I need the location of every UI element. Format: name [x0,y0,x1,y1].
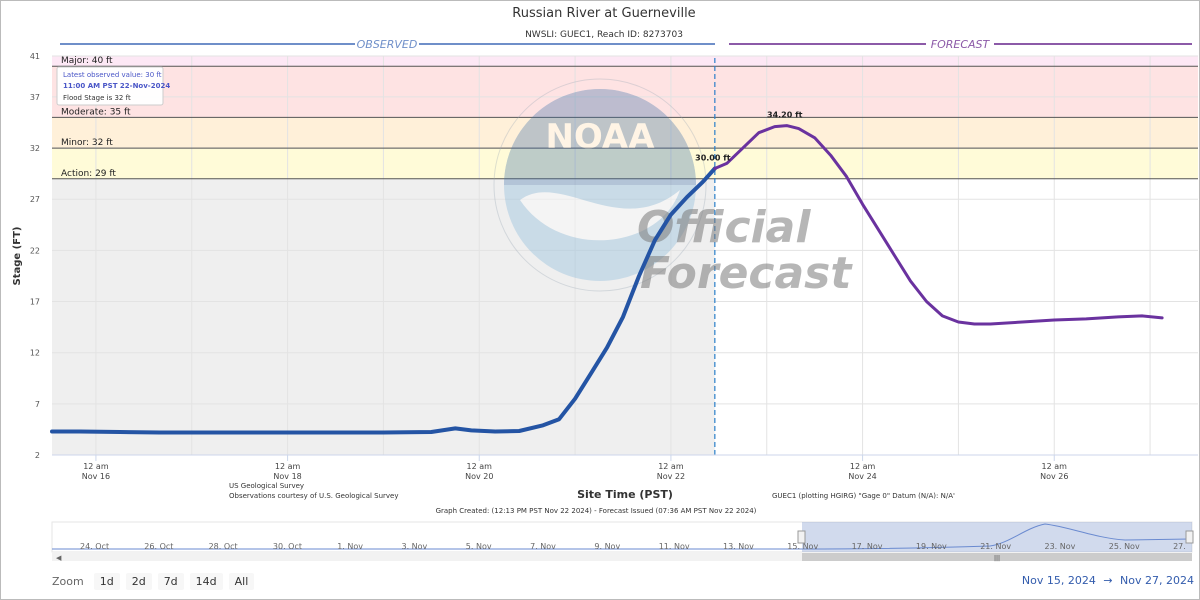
source-courtesy: Observations courtesy of U.S. Geological… [229,492,399,500]
navigator-selected-range[interactable] [802,522,1192,552]
navigator-date-label: 9. Nov [594,542,620,551]
navigator-date-label: 11. Nov [659,542,690,551]
navigator-labels: 24. Oct 26. Oct 28. Oct 30. Oct 1. Nov 3. Nov… [80,542,1186,551]
y-tick-label: 41 [30,52,40,61]
date-range-readout: Nov 15, 2024 → Nov 27, 2024 [1020,574,1196,587]
peak-data-label: 34.20 ft [767,111,803,120]
minor-band [52,117,1198,149]
navigator-date-label: 15. Nov [787,542,818,551]
navigator-date-label: 7. Nov [530,542,556,551]
scrollbar-left-arrow[interactable]: ◀ [56,554,62,562]
x-tick-label-date: Nov 18 [273,472,301,481]
range-to[interactable]: Nov 27, 2024 [1120,574,1194,587]
y-tick-label: 37 [30,93,40,102]
forecast-header-label: FORECAST [931,38,991,51]
datum-note: GUEC1 (plotting HGIRG) "Gage 0" Datum (N… [772,492,955,500]
navigator-date-label: 26. Oct [144,542,173,551]
y-tick-label: 12 [30,349,40,358]
observed-header-label: OBSERVED [357,38,418,51]
y-tick-label: 22 [30,246,40,255]
y-tick-label: 17 [30,298,40,307]
x-tick-label-date: Nov 26 [1040,472,1068,481]
x-tick-label-date: Nov 24 [848,472,876,481]
y-tick-label: 7 [35,400,40,409]
y-tick-label: 32 [30,144,40,153]
x-tick-label-time: 12 am [1042,462,1068,471]
navigator-date-label: 17. Nov [852,542,883,551]
scrollbar-grip: ||| [994,555,1000,562]
chart-subtitle: NWSLI: GUEC1, Reach ID: 8273703 [525,30,683,40]
action-band [52,148,1198,179]
range-from[interactable]: Nov 15, 2024 [1021,574,1096,587]
noaa-watermark: NOAA [493,78,707,292]
x-tick-label-time: 12 am [467,462,493,471]
navigator-scrollbar-thumb[interactable] [802,553,1192,561]
threshold-label: Major: 40 ft [61,56,113,66]
observed-series-line [50,166,717,435]
navigator-date-label: 27. [1173,542,1186,551]
navigator-date-label: 19. Nov [916,542,947,551]
navigator-handle-left[interactable] [797,530,806,544]
x-tick-label-date: Nov 22 [657,472,685,481]
navigator-scrollbar-track[interactable] [52,553,1192,561]
watermark-official: Official [637,202,811,253]
observed-header-bg [355,38,419,50]
series-layer [50,124,1164,435]
threshold-label: Moderate: 35 ft [61,107,131,117]
x-tick-label-time: 12 am [850,462,876,471]
zoom-controls: Zoom 1d 2d 7d 14d All [52,572,255,590]
tooltip-time: 11:00 AM PST 22-Nov-2024 [63,82,170,90]
source-usgs: US Geological Survey [229,482,304,490]
navigator-date-label: 23. Nov [1045,542,1076,551]
navigator-date-label: 1. Nov [337,542,363,551]
zoom-1d-button[interactable]: 1d [93,572,120,590]
x-tick-label-time: 12 am [658,462,684,471]
threshold-label: Action: 29 ft [61,169,116,179]
navigator-date-label: 13. Nov [723,542,754,551]
peak-data-label: 30.00 ft [695,154,731,163]
forecast-series-line [713,124,1164,326]
threshold-label: Minor: 32 ft [61,138,113,148]
zoom-all-button[interactable]: All [228,572,255,590]
range-arrow: → [1103,574,1113,587]
x-tick-label-time: 12 am [275,462,301,471]
navigator-date-label: 30. Oct [273,542,302,551]
grid-lines [52,55,1198,456]
zoom-14d-button[interactable]: 14d [189,572,223,590]
zoom-7d-button[interactable]: 7d [157,572,184,590]
moderate-band [52,66,1198,118]
latest-value-tooltip: Latest observed value: 30 ft 11:00 AM PS… [56,66,170,106]
navigator-date-label: 28. Oct [209,542,238,551]
x-tick-label-date: Nov 16 [82,472,110,481]
zoom-2d-button[interactable]: 2d [125,572,152,590]
x-tick-label-date: Nov 20 [465,472,493,481]
watermark-forecast: Forecast [640,248,853,299]
x-axis-title: Site Time (PST) [577,488,673,501]
y-tick-label: 27 [30,195,40,204]
forecast-header-bg [926,38,994,50]
chart-title: Russian River at Guerneville [512,6,695,21]
y-tick-label: 2 [35,451,40,460]
navigator-date-label: 5. Nov [466,542,492,551]
graph-created-note: Graph Created: (12:13 PM PST Nov 22 2024… [436,507,757,515]
navigator-date-label: 25. Nov [1109,542,1140,551]
navigator-handle-right[interactable] [1185,530,1194,544]
navigator-date-label: 24. Oct [80,542,109,551]
major-band [52,56,1198,67]
y-axis-title: Stage (FT) [12,227,23,286]
navigator-date-label: 21. Nov [980,542,1011,551]
x-tick-label-time: 12 am [83,462,109,471]
zoom-label: Zoom [52,574,84,588]
tooltip-flood-stage: Flood Stage is 32 ft [63,94,131,102]
navigator-date-label: 3. Nov [402,542,428,551]
navigator[interactable]: 24. Oct 26. Oct 28. Oct 30. Oct 1. Nov 3. Nov… [51,521,1194,562]
navigator-mini-line [52,523,1191,550]
svg-text:NOAA: NOAA [545,117,655,157]
tooltip-latest: Latest observed value: 30 ft [63,71,162,79]
